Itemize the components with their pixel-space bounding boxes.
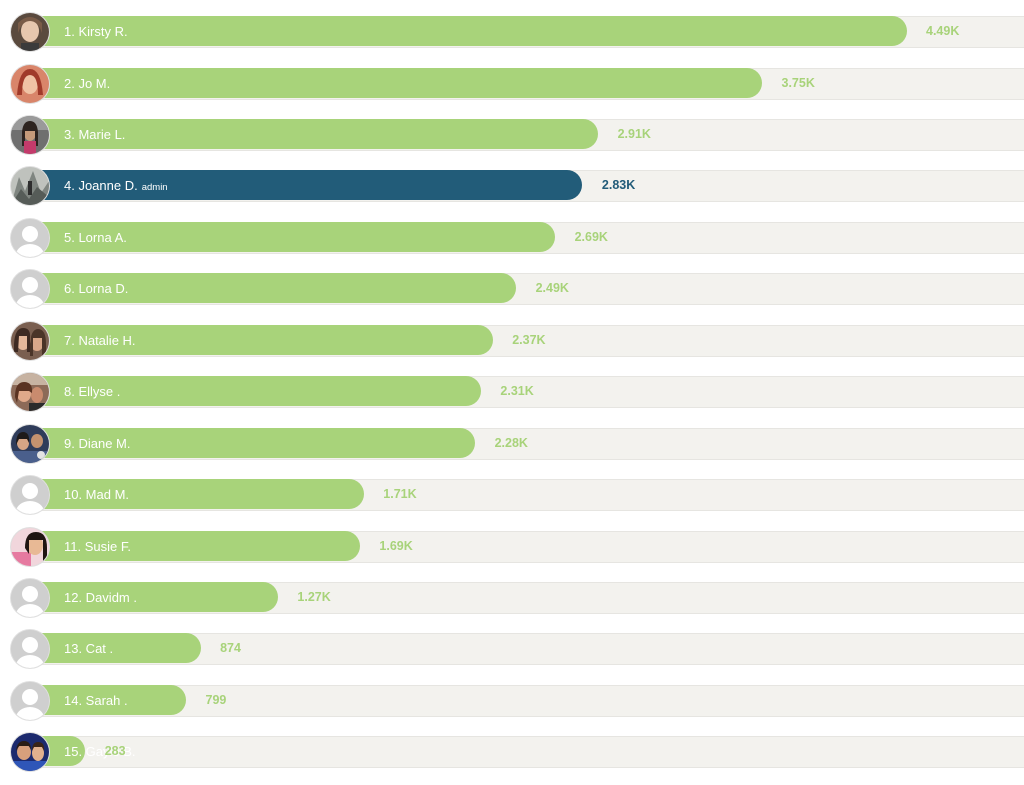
leaderboard-row[interactable]: 12. Davidm . 1.27K [0,579,1024,617]
leaderboard-row[interactable]: 2. Jo M. 3.75K [0,64,1024,103]
member-name[interactable]: 9. Diane M. [64,435,131,451]
score-bar [30,530,360,561]
score-bar [30,633,201,664]
score-value-label: 2.69K [574,229,608,244]
member-name-label[interactable]: 7. Natalie H. [64,333,136,348]
member-name[interactable]: 7. Natalie H. [64,332,136,348]
score-value-label: 874 [220,641,241,656]
member-name-label[interactable]: 9. Diane M. [64,436,130,451]
member-name-label[interactable]: 2. Jo M. [64,76,110,91]
score-value-label: 2.37K [512,332,546,347]
member-name-label[interactable]: 14. Sarah . [64,693,128,708]
member-name-label[interactable]: 3. Marie L. [64,127,125,142]
score-value-label: 2.31K [500,384,534,399]
leaderboard-row[interactable]: 4. Joanne D. admin 2.83K [0,167,1024,206]
member-name[interactable]: 6. Lorna D. [64,281,129,297]
score-bar [30,16,907,46]
avatar[interactable] [11,476,49,515]
score-value-label: 1.71K [383,487,417,502]
score-bar [30,684,186,715]
avatar[interactable] [11,218,49,257]
leaderboard-row[interactable]: 15. Gayle B. 283 [0,733,1024,772]
score-value-label: 2.28K [494,435,528,450]
leaderboard-row[interactable]: 5. Lorna A. 2.69K [0,218,1024,257]
leaderboard-row[interactable]: 7. Natalie H. 2.37K [0,321,1024,360]
member-name[interactable]: 10. Mad M. [64,487,130,503]
score-value-label: 1.69K [379,538,413,553]
leaderboard-row[interactable]: 3. Marie L. 2.91K [0,115,1024,154]
score-value-label: 4.49K [926,24,960,38]
bar-track [30,684,1024,717]
avatar[interactable] [11,527,49,566]
score-value-label: 283 [104,744,126,759]
leaderboard-row[interactable]: 11. Susie F. 1.69K [0,527,1024,566]
admin-badge: admin [141,182,168,194]
score-bar [30,67,762,98]
member-name[interactable]: 8. Ellyse . [64,384,121,400]
avatar[interactable] [11,424,49,463]
score-bar [30,376,481,407]
avatar[interactable] [11,630,49,669]
avatar[interactable] [11,167,49,206]
avatar[interactable] [11,681,49,720]
score-bar [30,324,493,355]
score-value-label: 799 [205,692,227,707]
member-name-label[interactable]: 1. Kirsty R. [64,24,128,39]
member-name-label[interactable]: 15. Gayle B. [64,744,136,759]
member-name-label[interactable]: 4. Joanne D. admin [64,178,168,193]
avatar[interactable] [11,733,49,772]
avatar[interactable] [11,373,49,412]
leaderboard-row[interactable]: 6. Lorna D. 2.49K [0,270,1024,309]
leaderboard-row[interactable]: 9. Diane M. 2.28K [0,424,1024,463]
bar-track [30,736,1024,769]
member-name-label[interactable]: 10. Mad M. [64,487,129,502]
member-name[interactable]: 14. Sarah . [64,692,128,708]
avatar[interactable] [11,13,49,51]
score-value-label: 2.91K [617,126,651,141]
score-bar [30,170,583,201]
avatar[interactable] [11,115,49,154]
score-value-label: 2.83K [601,178,636,193]
score-bar [30,582,278,612]
member-name[interactable]: 2. Jo M. [64,75,111,91]
leaderboard-row[interactable]: 13. Cat . 874 [0,630,1024,669]
member-name[interactable]: 11. Susie F. [64,538,131,554]
member-name-label[interactable]: 12. Davidm . [64,590,137,605]
leaderboard-row[interactable]: 1. Kirsty R. 4.49K [0,13,1024,51]
score-bar [30,221,556,252]
score-bar [30,427,476,458]
member-name[interactable]: 3. Marie L. [64,126,126,142]
score-bar [30,273,517,304]
member-name[interactable]: 5. Lorna A. [64,229,127,245]
score-value-label: 3.75K [781,75,815,90]
leaderboard-row[interactable]: 8. Ellyse . 2.31K [0,373,1024,412]
avatar[interactable] [11,64,49,103]
member-name[interactable]: 12. Davidm . [64,590,137,605]
member-name-label[interactable]: 8. Ellyse . [64,384,120,399]
avatar[interactable] [11,579,49,617]
member-name-label[interactable]: 13. Cat . [64,641,113,656]
leaderboard-row[interactable]: 10. Mad M. 1.71K [0,476,1024,515]
member-name[interactable]: 1. Kirsty R. [64,24,128,39]
leaderboard-row[interactable]: 14. Sarah . 799 [0,681,1024,720]
member-name[interactable]: 13. Cat . [64,641,114,657]
member-name-label[interactable]: 11. Susie F. [64,539,131,554]
member-name[interactable]: 4. Joanne D. [64,178,138,194]
member-name[interactable]: 15. Gayle B. [64,744,136,760]
member-name-label[interactable]: 6. Lorna D. [64,281,128,296]
score-value-label: 2.49K [535,281,569,296]
score-value-label: 1.27K [297,590,331,604]
member-name-label[interactable]: 5. Lorna A. [64,230,127,245]
avatar[interactable] [11,321,49,360]
avatar[interactable] [11,270,49,309]
score-bar [30,118,599,149]
score-bar [30,479,364,510]
